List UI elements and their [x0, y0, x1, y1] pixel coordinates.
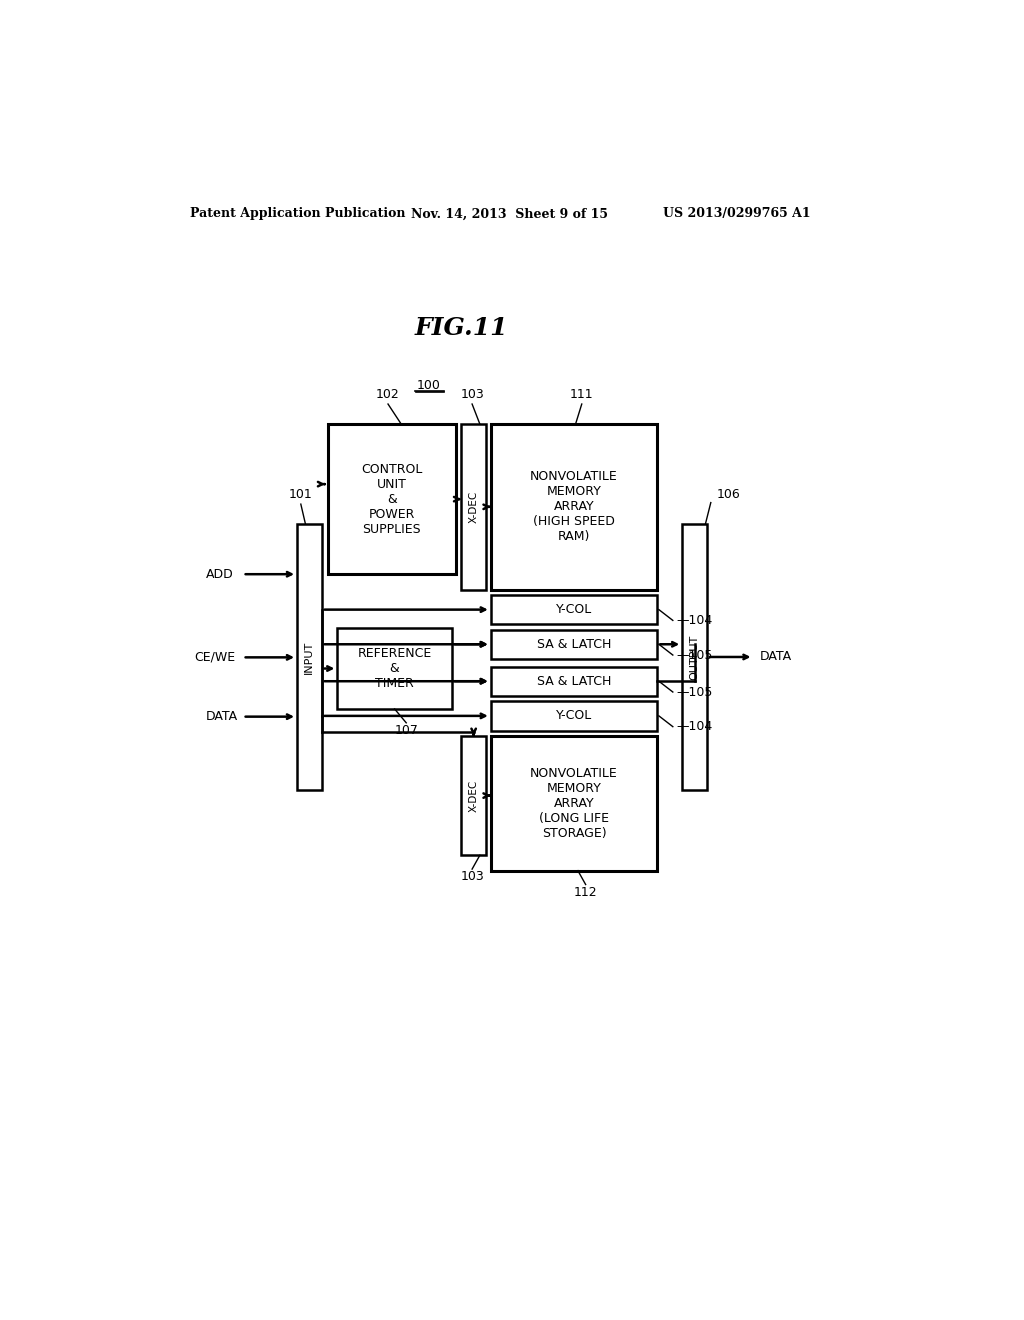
Bar [490, 737, 657, 871]
Text: NONVOLATILE
MEMORY
ARRAY
(LONG LIFE
STORAGE): NONVOLATILE MEMORY ARRAY (LONG LIFE STOR… [530, 767, 617, 840]
Text: 100: 100 [417, 379, 440, 392]
Text: REFERENCE
&
TIMER: REFERENCE & TIMER [357, 647, 432, 690]
Text: SA & LATCH: SA & LATCH [537, 675, 611, 688]
Text: —104: —104 [676, 721, 712, 733]
Bar [337, 628, 452, 709]
Text: 101: 101 [289, 488, 312, 502]
Text: FIG.11: FIG.11 [415, 315, 508, 339]
Text: 103: 103 [460, 388, 484, 401]
Text: Y-COL: Y-COL [556, 603, 592, 616]
Text: 103: 103 [460, 870, 484, 883]
Bar [490, 667, 657, 696]
Bar [461, 737, 486, 855]
Text: DATA: DATA [206, 710, 238, 723]
Bar [490, 595, 657, 624]
Text: OUTPUT: OUTPUT [689, 635, 699, 680]
Bar [490, 701, 657, 730]
Text: 111: 111 [570, 388, 594, 401]
Text: 106: 106 [716, 488, 740, 502]
Text: NONVOLATILE
MEMORY
ARRAY
(HIGH SPEED
RAM): NONVOLATILE MEMORY ARRAY (HIGH SPEED RAM… [530, 470, 617, 544]
Text: Y-COL: Y-COL [556, 709, 592, 722]
Text: 102: 102 [376, 388, 400, 401]
Bar [461, 424, 486, 590]
Bar [328, 424, 456, 574]
Text: X-DEC: X-DEC [469, 779, 478, 812]
Bar [297, 524, 322, 789]
Text: ADD: ADD [206, 568, 233, 581]
Text: 112: 112 [573, 886, 597, 899]
Text: —105: —105 [676, 685, 713, 698]
Bar [490, 424, 657, 590]
Text: CE/WE: CE/WE [194, 651, 234, 664]
Text: Patent Application Publication: Patent Application Publication [190, 207, 406, 220]
Text: 107: 107 [394, 723, 418, 737]
Text: DATA: DATA [760, 651, 792, 664]
Text: SA & LATCH: SA & LATCH [537, 638, 611, 651]
Text: X-DEC: X-DEC [469, 491, 478, 523]
Bar [682, 524, 707, 789]
Text: Nov. 14, 2013  Sheet 9 of 15: Nov. 14, 2013 Sheet 9 of 15 [411, 207, 608, 220]
Text: INPUT: INPUT [304, 640, 314, 673]
Text: —104: —104 [676, 614, 712, 627]
Text: —105: —105 [676, 648, 713, 661]
Text: US 2013/0299765 A1: US 2013/0299765 A1 [663, 207, 810, 220]
Bar [490, 630, 657, 659]
Text: CONTROL
UNIT
&
POWER
SUPPLIES: CONTROL UNIT & POWER SUPPLIES [361, 462, 423, 536]
